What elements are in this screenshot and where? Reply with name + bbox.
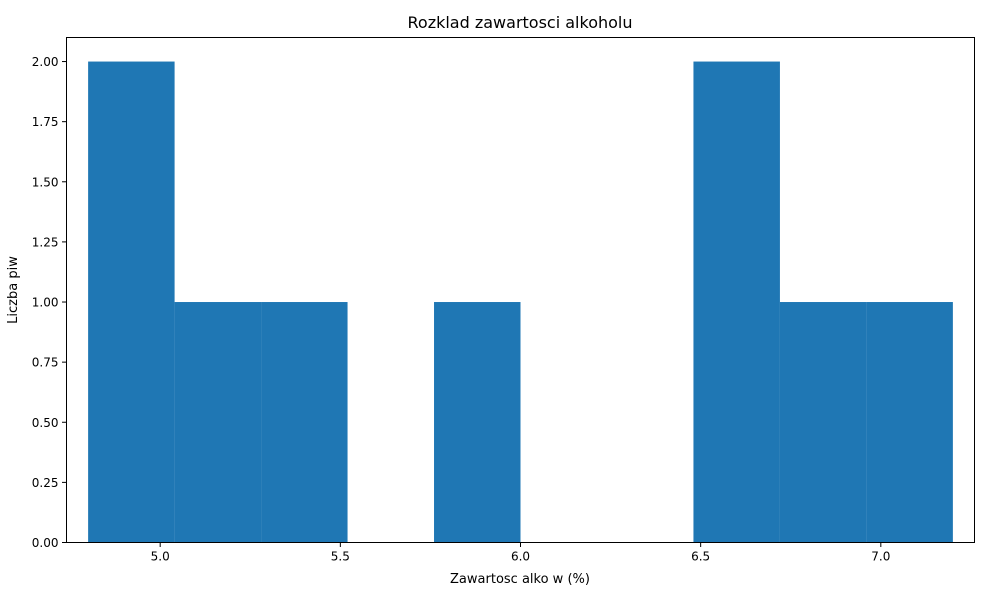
- bars-layer: [88, 61, 953, 543]
- histogram-bar-8: [779, 302, 867, 543]
- chart-title: Rozklad zawartosci alkoholu: [408, 13, 633, 32]
- y-tick-label-2: 0.50: [32, 416, 59, 430]
- histogram-bar-9: [866, 302, 953, 543]
- histogram-bar-4: [434, 302, 521, 543]
- x-tick-label-0: 5.0: [151, 550, 170, 564]
- x-tick-label-1: 5.5: [331, 550, 350, 564]
- y-tick-label-6: 1.50: [32, 175, 59, 189]
- histogram-bar-2: [261, 302, 348, 543]
- y-tick-label-5: 1.25: [32, 235, 59, 249]
- histogram-bar-7: [693, 61, 780, 543]
- x-tick-label-2: 6.0: [511, 550, 530, 564]
- histogram-bar-0: [88, 61, 175, 543]
- y-axis-label: Liczba piw: [6, 256, 21, 324]
- x-axis-label: Zawartosc alko w (%): [450, 572, 590, 587]
- plot-frame: [66, 37, 975, 543]
- y-tick-label-7: 1.75: [32, 115, 59, 129]
- x-tick-label-3: 6.5: [691, 550, 710, 564]
- y-axis: 0.00 0.25 0.50 0.75 1.00 1.25 1.50 1.75 2.00: [32, 55, 67, 550]
- histogram-bar-1: [174, 302, 262, 543]
- y-tick-label-8: 2.00: [32, 55, 59, 69]
- x-axis: 5.0 5.5 6.0 6.5 7.0: [151, 542, 890, 564]
- x-tick-label-4: 7.0: [871, 550, 890, 564]
- y-tick-label-0: 0.00: [32, 536, 59, 550]
- y-tick-label-3: 0.75: [32, 356, 59, 370]
- y-tick-label-1: 0.25: [32, 476, 59, 490]
- y-tick-label-4: 1.00: [32, 296, 59, 310]
